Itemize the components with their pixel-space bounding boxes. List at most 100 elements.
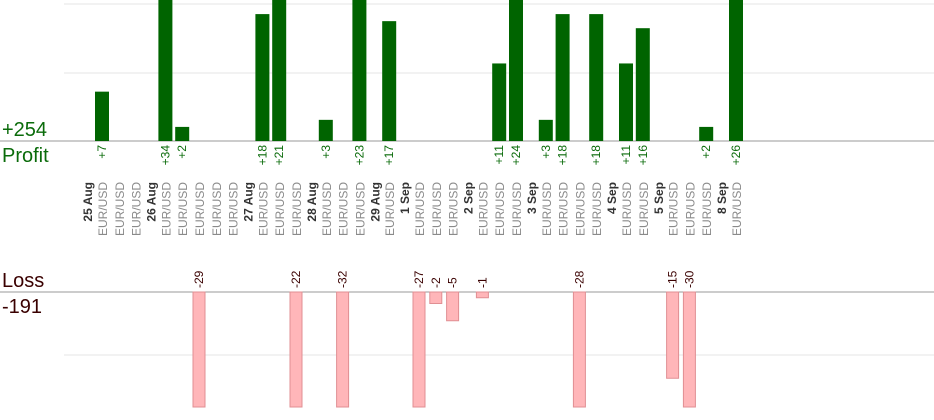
- profit-bar: [492, 63, 507, 142]
- symbol-label: EUR/USD: [447, 182, 461, 236]
- loss-bar: [682, 291, 696, 408]
- symbol-label: EUR/USD: [510, 182, 524, 236]
- date-label: 2 Sep: [462, 182, 476, 214]
- profit-value-label: +24: [509, 145, 523, 166]
- profit-value-label: +18: [255, 145, 269, 166]
- date-label: 25 Aug: [81, 182, 95, 222]
- symbol-label: EUR/USD: [683, 182, 697, 236]
- symbol-label: EUR/USD: [256, 182, 270, 236]
- symbol-label: EUR/USD: [210, 182, 224, 236]
- date-label: 4 Sep: [605, 182, 619, 214]
- profit-bar: [589, 14, 604, 142]
- loss-value-label: -32: [336, 270, 350, 288]
- symbol-label: EUR/USD: [430, 182, 444, 236]
- profit-label: Profit: [2, 145, 49, 167]
- loss-value-label: -28: [572, 270, 586, 288]
- symbol-label: EUR/USD: [557, 182, 571, 236]
- profit-bar: [255, 14, 270, 142]
- profit-value-label: +34: [158, 145, 172, 166]
- profit-bar: [272, 0, 287, 141]
- symbol-label: EUR/USD: [96, 182, 110, 236]
- symbol-label: EUR/USD: [130, 182, 144, 236]
- loss-bar: [412, 291, 426, 408]
- loss-label: Loss: [2, 270, 45, 292]
- profit-bar: [538, 119, 553, 141]
- profit-value-label: +3: [539, 145, 553, 159]
- date-label: 26 Aug: [145, 182, 159, 222]
- symbol-label: EUR/USD: [337, 182, 351, 236]
- loss-value-label: -1: [475, 277, 489, 288]
- profit-value-label: +7: [95, 145, 109, 159]
- symbol-label: EUR/USD: [730, 182, 744, 236]
- symbol-label: EUR/USD: [193, 182, 207, 236]
- loss-value-label: -29: [192, 270, 206, 288]
- loss-value-label: -2: [429, 277, 443, 288]
- profit-value-label: +18: [556, 145, 570, 166]
- profit-value-label: +2: [699, 145, 713, 159]
- profit-value-label: +16: [636, 145, 650, 166]
- profit-value-label: +11: [619, 145, 633, 165]
- profit-bar: [509, 0, 523, 141]
- symbol-label: EUR/USD: [320, 182, 334, 236]
- profit-bar: [95, 91, 109, 141]
- date-label: 29 Aug: [368, 182, 382, 222]
- symbol-label: EUR/USD: [493, 182, 507, 236]
- symbol-label: EUR/USD: [413, 182, 427, 236]
- profit-value-label: +11: [492, 145, 506, 165]
- profit-bar: [555, 14, 570, 142]
- loss-value-label: -27: [412, 270, 426, 288]
- loss-value-label: -22: [289, 270, 303, 288]
- profit-value-label: +18: [589, 145, 603, 166]
- symbol-label: EUR/USD: [159, 182, 173, 236]
- date-label: 27 Aug: [242, 182, 256, 222]
- symbol-label: EUR/USD: [383, 182, 397, 236]
- profit-bar: [635, 28, 650, 142]
- loss-bar: [336, 291, 350, 408]
- symbol-label: EUR/USD: [637, 182, 651, 236]
- symbol-label: EUR/USD: [113, 182, 127, 236]
- profit-bar: [318, 119, 333, 141]
- symbol-label: EUR/USD: [273, 182, 287, 236]
- profit-value-label: +23: [352, 145, 366, 166]
- profit-bar: [382, 21, 397, 141]
- profit-value-label: +17: [382, 145, 396, 166]
- loss-bar: [446, 291, 460, 322]
- symbol-label: EUR/USD: [573, 182, 587, 236]
- loss-value-label: -5: [446, 277, 460, 288]
- symbol-label: EUR/USD: [476, 182, 490, 236]
- profit-bar: [158, 0, 173, 141]
- loss-bar: [429, 291, 443, 304]
- profit-value-label: +21: [272, 145, 286, 166]
- profit-value-label: +2: [175, 145, 189, 159]
- profit-total: +254: [2, 119, 48, 141]
- symbol-label: EUR/USD: [590, 182, 604, 236]
- loss-bar: [475, 291, 489, 299]
- loss-bar: [572, 291, 586, 408]
- profit-bar: [175, 126, 190, 141]
- profit-value-label: +26: [729, 145, 743, 166]
- symbol-label: EUR/USD: [176, 182, 190, 236]
- profit-bar: [699, 126, 714, 141]
- loss-bar: [289, 291, 303, 408]
- date-label: 1 Sep: [398, 182, 412, 214]
- loss-value-label: -15: [666, 270, 680, 288]
- loss-bar: [192, 291, 206, 408]
- symbol-label: EUR/USD: [667, 182, 681, 236]
- loss-total: -191: [2, 296, 43, 318]
- date-label: 5 Sep: [652, 182, 666, 214]
- profit-bar: [619, 63, 633, 142]
- date-label: 8 Sep: [715, 182, 729, 214]
- symbol-label: EUR/USD: [290, 182, 304, 236]
- loss-bar: [666, 291, 680, 379]
- loss-value-label: -30: [682, 270, 696, 288]
- symbol-label: EUR/USD: [620, 182, 634, 236]
- date-label: 28 Aug: [305, 182, 319, 222]
- profit-bar: [352, 0, 367, 141]
- profit-value-label: +3: [319, 145, 333, 159]
- profit-bar: [729, 0, 743, 141]
- symbol-label: EUR/USD: [540, 182, 554, 236]
- symbol-label: EUR/USD: [227, 182, 241, 236]
- symbol-label: EUR/USD: [353, 182, 367, 236]
- date-label: 3 Sep: [525, 182, 539, 214]
